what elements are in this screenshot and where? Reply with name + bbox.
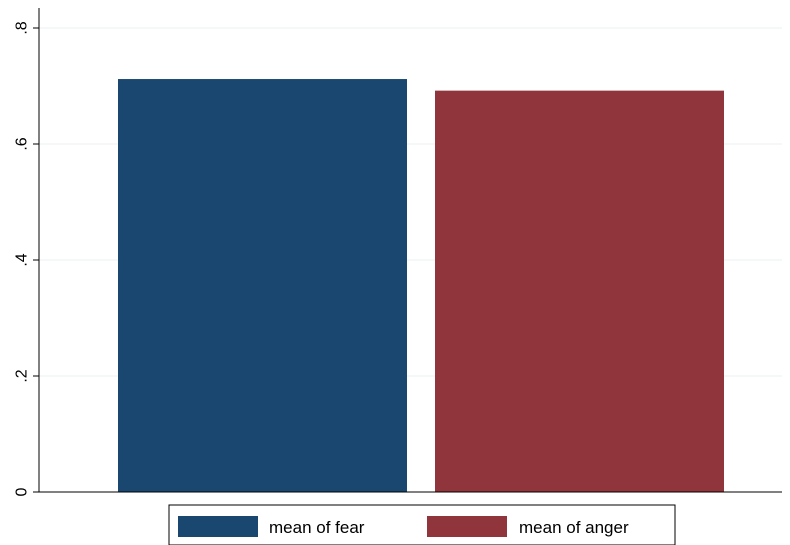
y-axis-ticks: 0 .2 .4 .6 .8 xyxy=(14,21,39,496)
y-tick-label: .8 xyxy=(14,21,31,34)
legend-label: mean of fear xyxy=(269,518,365,537)
legend-label: mean of anger xyxy=(519,518,629,537)
legend-swatch xyxy=(427,516,507,537)
y-tick-label: .4 xyxy=(14,253,31,266)
bar-mean-of-anger xyxy=(435,90,724,492)
bar-mean-of-fear xyxy=(118,79,407,492)
y-tick-label: .6 xyxy=(14,137,31,150)
legend: mean of fear mean of anger xyxy=(168,504,676,545)
legend-swatch xyxy=(178,516,258,537)
y-tick-label: 0 xyxy=(14,487,31,496)
y-tick-label: .2 xyxy=(14,369,31,382)
bars xyxy=(118,79,724,492)
